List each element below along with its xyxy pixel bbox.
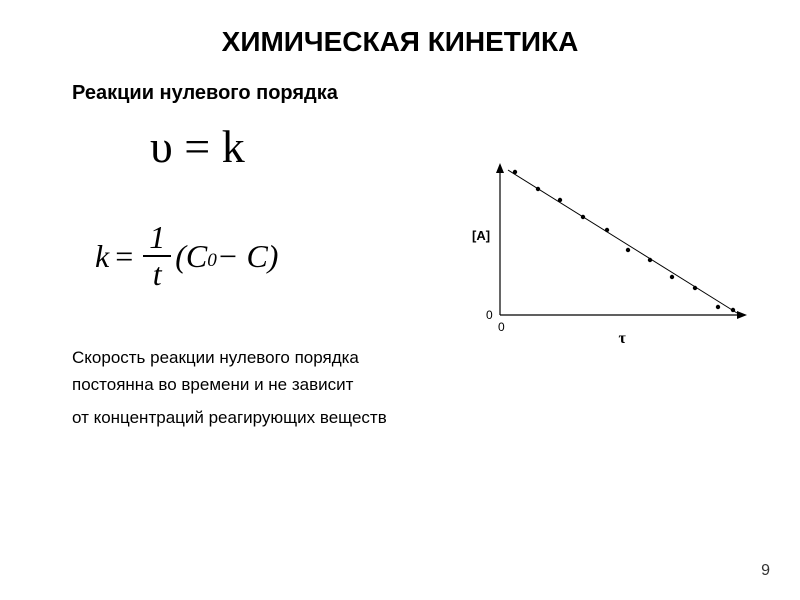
chart-svg: [A] 00 τ <box>440 155 760 355</box>
svg-text:[A]: [A] <box>472 228 490 243</box>
eq2-frac-num: 1 <box>143 220 171 255</box>
section-subtitle: Реакции нулевого порядка <box>72 82 338 105</box>
page-number: 9 <box>761 562 770 580</box>
slide: ХИМИЧЕСКАЯ КИНЕТИКА Реакции нулевого пор… <box>0 0 800 600</box>
body-line-1: Скорость реакции нулевого порядка <box>72 345 359 371</box>
eq2-close: ) <box>268 238 279 275</box>
svg-text:0: 0 <box>498 320 505 334</box>
body-line-2: постоянна во времени и не зависит <box>72 372 353 398</box>
svg-text:0: 0 <box>486 308 493 322</box>
eq2-frac-den: t <box>147 257 168 292</box>
equation-k: k = 1 t (C0 − C) <box>95 220 278 292</box>
eq2-mid: − C <box>217 238 268 275</box>
svg-text:τ: τ <box>619 330 627 347</box>
eq2-fraction: 1 t <box>143 220 171 292</box>
eq2-open: (C <box>175 238 207 275</box>
eq2-sub0: 0 <box>207 250 217 272</box>
eq2-lhs: k <box>95 238 109 275</box>
equation-rate: υ = k <box>150 120 245 173</box>
zero-order-chart: [A] 00 τ <box>440 155 760 355</box>
eq2-equals: = <box>115 238 133 275</box>
page-title: ХИМИЧЕСКАЯ КИНЕТИКА <box>0 26 800 58</box>
body-line-3: от концентраций реагирующих веществ <box>72 405 387 431</box>
